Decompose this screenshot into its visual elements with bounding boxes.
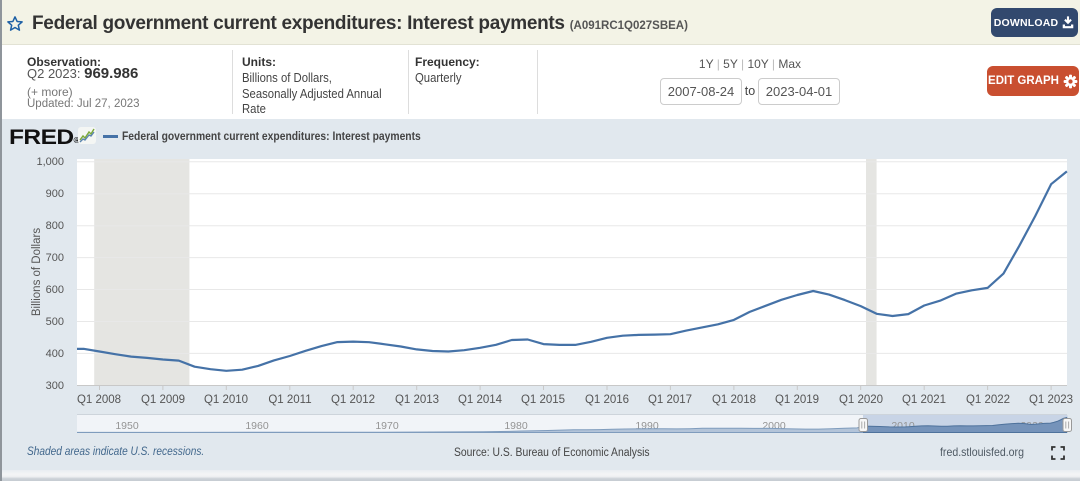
svg-text:1970: 1970 xyxy=(375,420,399,432)
svg-text:1960: 1960 xyxy=(245,420,269,432)
svg-text:1950: 1950 xyxy=(115,420,139,432)
svg-text:1980: 1980 xyxy=(504,420,528,432)
